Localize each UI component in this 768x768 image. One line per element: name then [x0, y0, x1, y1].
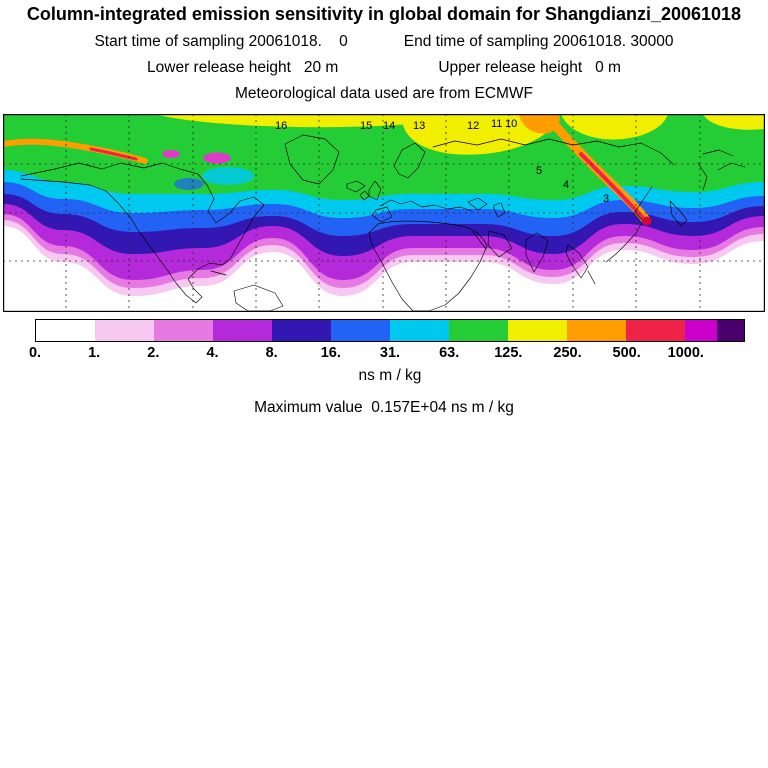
- colorbar-cell: [272, 320, 331, 341]
- contour-label: 15: [360, 120, 372, 132]
- colorbar-tick-label: 63.: [439, 345, 460, 361]
- coastline: [346, 180, 366, 193]
- coastline: [359, 190, 370, 201]
- coastline: [525, 232, 549, 273]
- coastline: [432, 138, 675, 166]
- colorbar-tick-label: 31.: [379, 345, 401, 361]
- lower-release-text: Lower release height 20 m: [147, 59, 339, 76]
- map-frame: [3, 114, 765, 312]
- colorbar-units-label: ns m / kg: [358, 367, 422, 384]
- colorbar-tick-label: 0.: [28, 345, 42, 361]
- contour-label: 3: [603, 193, 609, 205]
- colorbar-tick-label: 500.: [612, 345, 641, 361]
- coastline: [605, 186, 653, 263]
- meteo-source-line: Meteorological data used are from ECMWF: [0, 85, 768, 103]
- colorbar-tick-label: 125.: [494, 345, 523, 361]
- colorbar-cell: [685, 320, 718, 341]
- colorbar-tick-label: 4.: [206, 345, 219, 361]
- field-high-patch: [153, 114, 435, 128]
- colorbar-tick-label: 2.: [147, 345, 160, 361]
- plume-streak: [579, 152, 645, 220]
- coastline: [284, 134, 340, 185]
- colorbar-cell: [36, 320, 95, 341]
- coastline: [371, 206, 393, 223]
- contour-label: 13: [413, 120, 425, 132]
- contour-label: 11: [491, 118, 502, 130]
- start-time-text: Start time of sampling 20061018. 0: [94, 33, 348, 50]
- colorbar-tick-label: 1000.: [667, 345, 704, 361]
- field-high-patch: [561, 114, 668, 140]
- coastline: [393, 142, 426, 179]
- colorbar-cell: [390, 320, 449, 341]
- maximum-value-line: Maximum value 0.157E+04 ns m / kg: [254, 399, 514, 416]
- coastline: [717, 162, 746, 171]
- colorbar-cell: [717, 320, 744, 341]
- coastline: [565, 244, 589, 279]
- contour-label: 10: [505, 118, 517, 130]
- colorbar-tick-label: 1.: [88, 345, 101, 361]
- contour-label: 5: [536, 165, 542, 177]
- colorbar-cell: [95, 320, 154, 341]
- field-magenta-blob: [203, 152, 231, 164]
- field-blue-blob: [174, 178, 204, 190]
- colorbar-tick-label: 250.: [553, 345, 582, 361]
- coastline: [368, 220, 488, 312]
- coastline: [472, 231, 487, 250]
- plot-title: Column-integrated emission sensitivity i…: [0, 0, 768, 25]
- coastline: [493, 202, 506, 218]
- coastline: [379, 199, 473, 212]
- sampling-times-line: Start time of sampling 20061018. 0 End t…: [0, 33, 768, 51]
- receptor-marker: [642, 216, 652, 226]
- coastline: [587, 270, 596, 285]
- colorbar-cell: [508, 320, 567, 341]
- upper-release-text: Upper release height 0 m: [438, 59, 621, 76]
- emission-sensitivity-map: 16 15 14 13 12 11 10 5 4 3: [3, 114, 765, 312]
- coastline: [702, 149, 734, 157]
- colorbar-cell: [567, 320, 626, 341]
- colorbar-ticks: 0. 1. 2. 4. 8. 16. 31. 63. 125. 250. 500. 1000.: [29, 345, 745, 363]
- coastline: [487, 230, 513, 258]
- field-high-patch: [703, 114, 765, 130]
- coastline: [669, 200, 688, 227]
- plot-title-text: Column-integrated emission sensitivity i…: [26, 4, 742, 24]
- colorbar-cells: [35, 319, 745, 342]
- plume-streak: [89, 147, 138, 161]
- graticule-grid: [3, 114, 765, 312]
- release-heights-line: Lower release height 20 m Upper release …: [0, 59, 768, 77]
- end-time-text: End time of sampling 20061018. 30000: [403, 33, 674, 50]
- coastline: [697, 162, 708, 191]
- colorbar-tick-label: 16.: [320, 345, 341, 361]
- colorbar-cell: [626, 320, 685, 341]
- colorbar-cell: [331, 320, 390, 341]
- colorbar: 0. 1. 2. 4. 8. 16. 31. 63. 125. 250. 500. 1000. ns …: [29, 319, 745, 385]
- field-magenta-blob: [162, 150, 180, 158]
- coastline: [467, 197, 488, 211]
- field-cyan-blob: [202, 167, 254, 185]
- contour-label: 12: [467, 120, 479, 132]
- coastline: [368, 180, 382, 201]
- coastline: [233, 284, 284, 312]
- colorbar-cell: [154, 320, 213, 341]
- coastline: [20, 162, 265, 304]
- contour-label: 16: [275, 120, 287, 132]
- coastlines: [20, 134, 746, 312]
- sensitivity-field: [3, 114, 765, 296]
- contour-labels-layer: 16 15 14 13 12 11 10 5 4 3: [275, 118, 609, 205]
- colorbar-cell: [213, 320, 272, 341]
- coastline: [210, 270, 227, 276]
- colorbar-tick-label: 8.: [265, 345, 278, 361]
- contour-label: 14: [383, 120, 395, 132]
- meteo-source-text: Meteorological data used are from ECMWF: [234, 85, 534, 102]
- contour-label: 4: [563, 179, 569, 191]
- colorbar-cell: [449, 320, 508, 341]
- map-panel: 16 15 14 13 12 11 10 5 4 3: [3, 114, 765, 312]
